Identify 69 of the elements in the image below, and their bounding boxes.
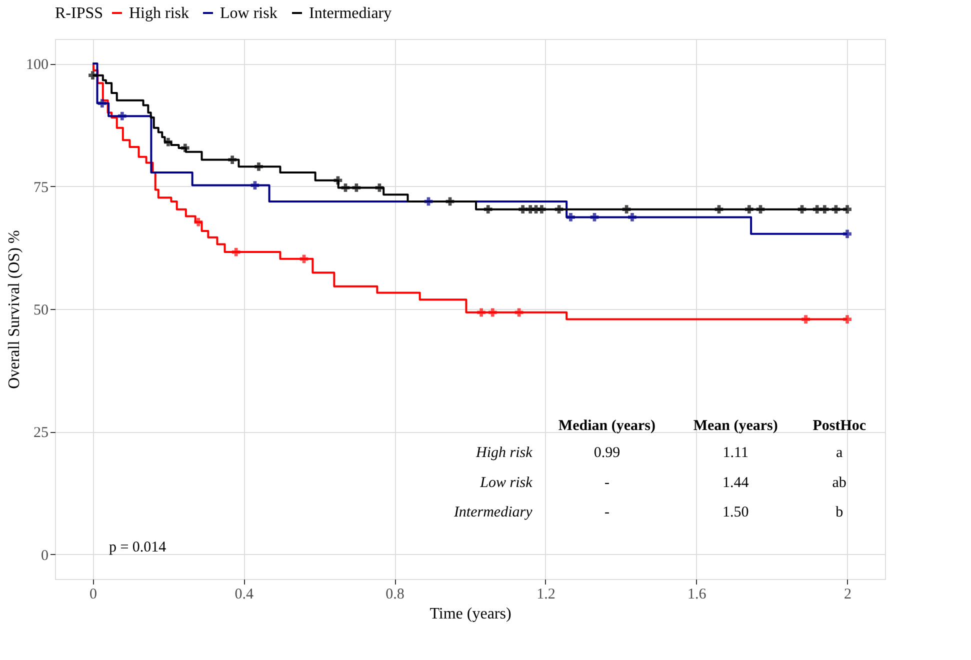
y-tick-label: 25 [34,425,48,442]
annotation: b [836,504,844,520]
point [164,138,172,146]
point [820,205,829,214]
x-tick-label: 2 [844,586,852,602]
legend-label: Intermediary [309,5,392,22]
point [832,205,840,214]
x-tick-label: 1.2 [536,586,556,602]
y-tick-label: 75 [34,180,48,196]
point [812,205,822,214]
point [714,205,724,214]
point [334,176,342,185]
point [88,71,97,80]
annotation: Intermediary [452,504,533,520]
y-tick-label: 50 [34,302,48,318]
x-axis-title: Time (years) [430,606,512,622]
y-axis-title: Overall Survival (OS) % [6,230,23,389]
legend-title: R-IPSS [55,5,104,22]
annotation: 1.44 [722,474,750,491]
point [843,205,852,214]
point [566,213,575,222]
annotation: Median (years) [558,418,656,434]
point [554,205,564,214]
annotation: 1.11 [722,445,748,462]
annotation: - [604,504,610,520]
point [254,162,263,171]
annotation: p = 0.014 [108,540,167,556]
legend-label: Low risk [220,5,278,22]
x-tick-label: 0.4 [234,586,254,602]
x-tick-label: 0.8 [386,586,404,602]
annotation: ab [832,474,846,491]
point [341,184,350,192]
annotation: 1.50 [722,504,749,520]
point [798,205,806,214]
point [518,205,527,214]
point [228,156,236,164]
point [756,205,765,214]
point [843,230,852,238]
annotation: 0.99 [594,445,620,462]
annotation: Low risk [479,474,533,491]
point [375,184,384,192]
annotation: PostHoc [812,418,866,434]
annotation: - [604,474,610,491]
x-tick-label: 0 [89,586,97,602]
point [484,205,492,214]
point [232,248,240,256]
point [300,254,308,264]
annotation: High risk [475,445,533,462]
point [180,144,190,152]
point [250,181,260,190]
point [628,213,636,222]
point [194,218,203,226]
y-tick-label: 0 [41,548,48,564]
point [352,184,361,192]
point [118,112,126,120]
y-tick-label: 100 [26,57,48,74]
x-tick-label: 1.6 [687,586,707,602]
point [98,99,106,108]
legend-label: High risk [129,5,189,22]
point [538,205,546,214]
point [590,213,599,222]
point [488,308,497,317]
point [477,308,486,317]
point [622,205,631,214]
annotation: a [836,445,844,462]
annotation: Mean (years) [693,418,778,434]
point [843,315,852,324]
point [745,205,754,214]
point [802,315,810,324]
